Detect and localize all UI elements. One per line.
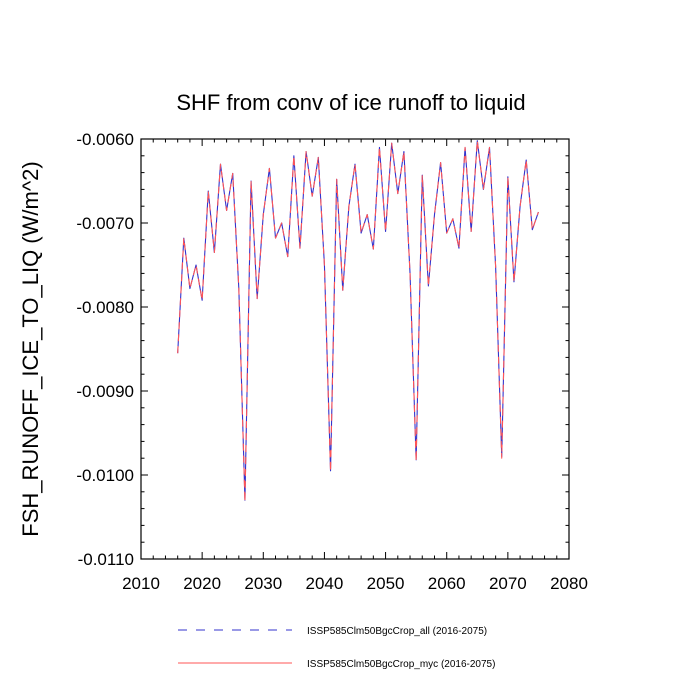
series-layer <box>177 140 539 503</box>
tick-labels: 2010 2020 2030 2040 2050 2060 2070 2080 -0.0060 -… <box>76 130 588 593</box>
axis-ticks <box>140 138 570 560</box>
x-tick-label: 2050 <box>367 574 405 593</box>
y-tick-label: -0.0110 <box>78 550 134 569</box>
y-tick-label: -0.0090 <box>76 382 134 401</box>
plot-frame <box>140 138 570 560</box>
legend: ISSP585Clm50BgcCrop_all (2016-2075) ISSP5… <box>178 626 495 670</box>
series-line-1 <box>177 140 539 503</box>
x-tick-label: 2030 <box>244 574 282 593</box>
y-tick-label: -0.0100 <box>76 466 134 485</box>
x-tick-label: 2010 <box>122 574 160 593</box>
x-tick-label: 2020 <box>183 574 221 593</box>
x-tick-label: 2040 <box>306 574 344 593</box>
legend-label-0: ISSP585Clm50BgcCrop_all (2016-2075) <box>307 626 487 637</box>
x-tick-label: 2070 <box>489 574 527 593</box>
x-tick-label: 2060 <box>428 574 466 593</box>
legend-label-1: ISSP585Clm50BgcCrop_myc (2016-2075) <box>307 659 495 670</box>
y-tick-label: -0.0080 <box>76 298 134 317</box>
y-tick-label: -0.0060 <box>76 130 134 149</box>
y-axis-label: FSH_RUNOFF_ICE_TO_LIQ (W/m^2) <box>18 161 43 536</box>
y-tick-label: -0.0070 <box>76 214 134 233</box>
x-tick-label: 2080 <box>550 574 588 593</box>
chart-title: SHF from conv of ice runoff to liquid <box>176 90 525 115</box>
